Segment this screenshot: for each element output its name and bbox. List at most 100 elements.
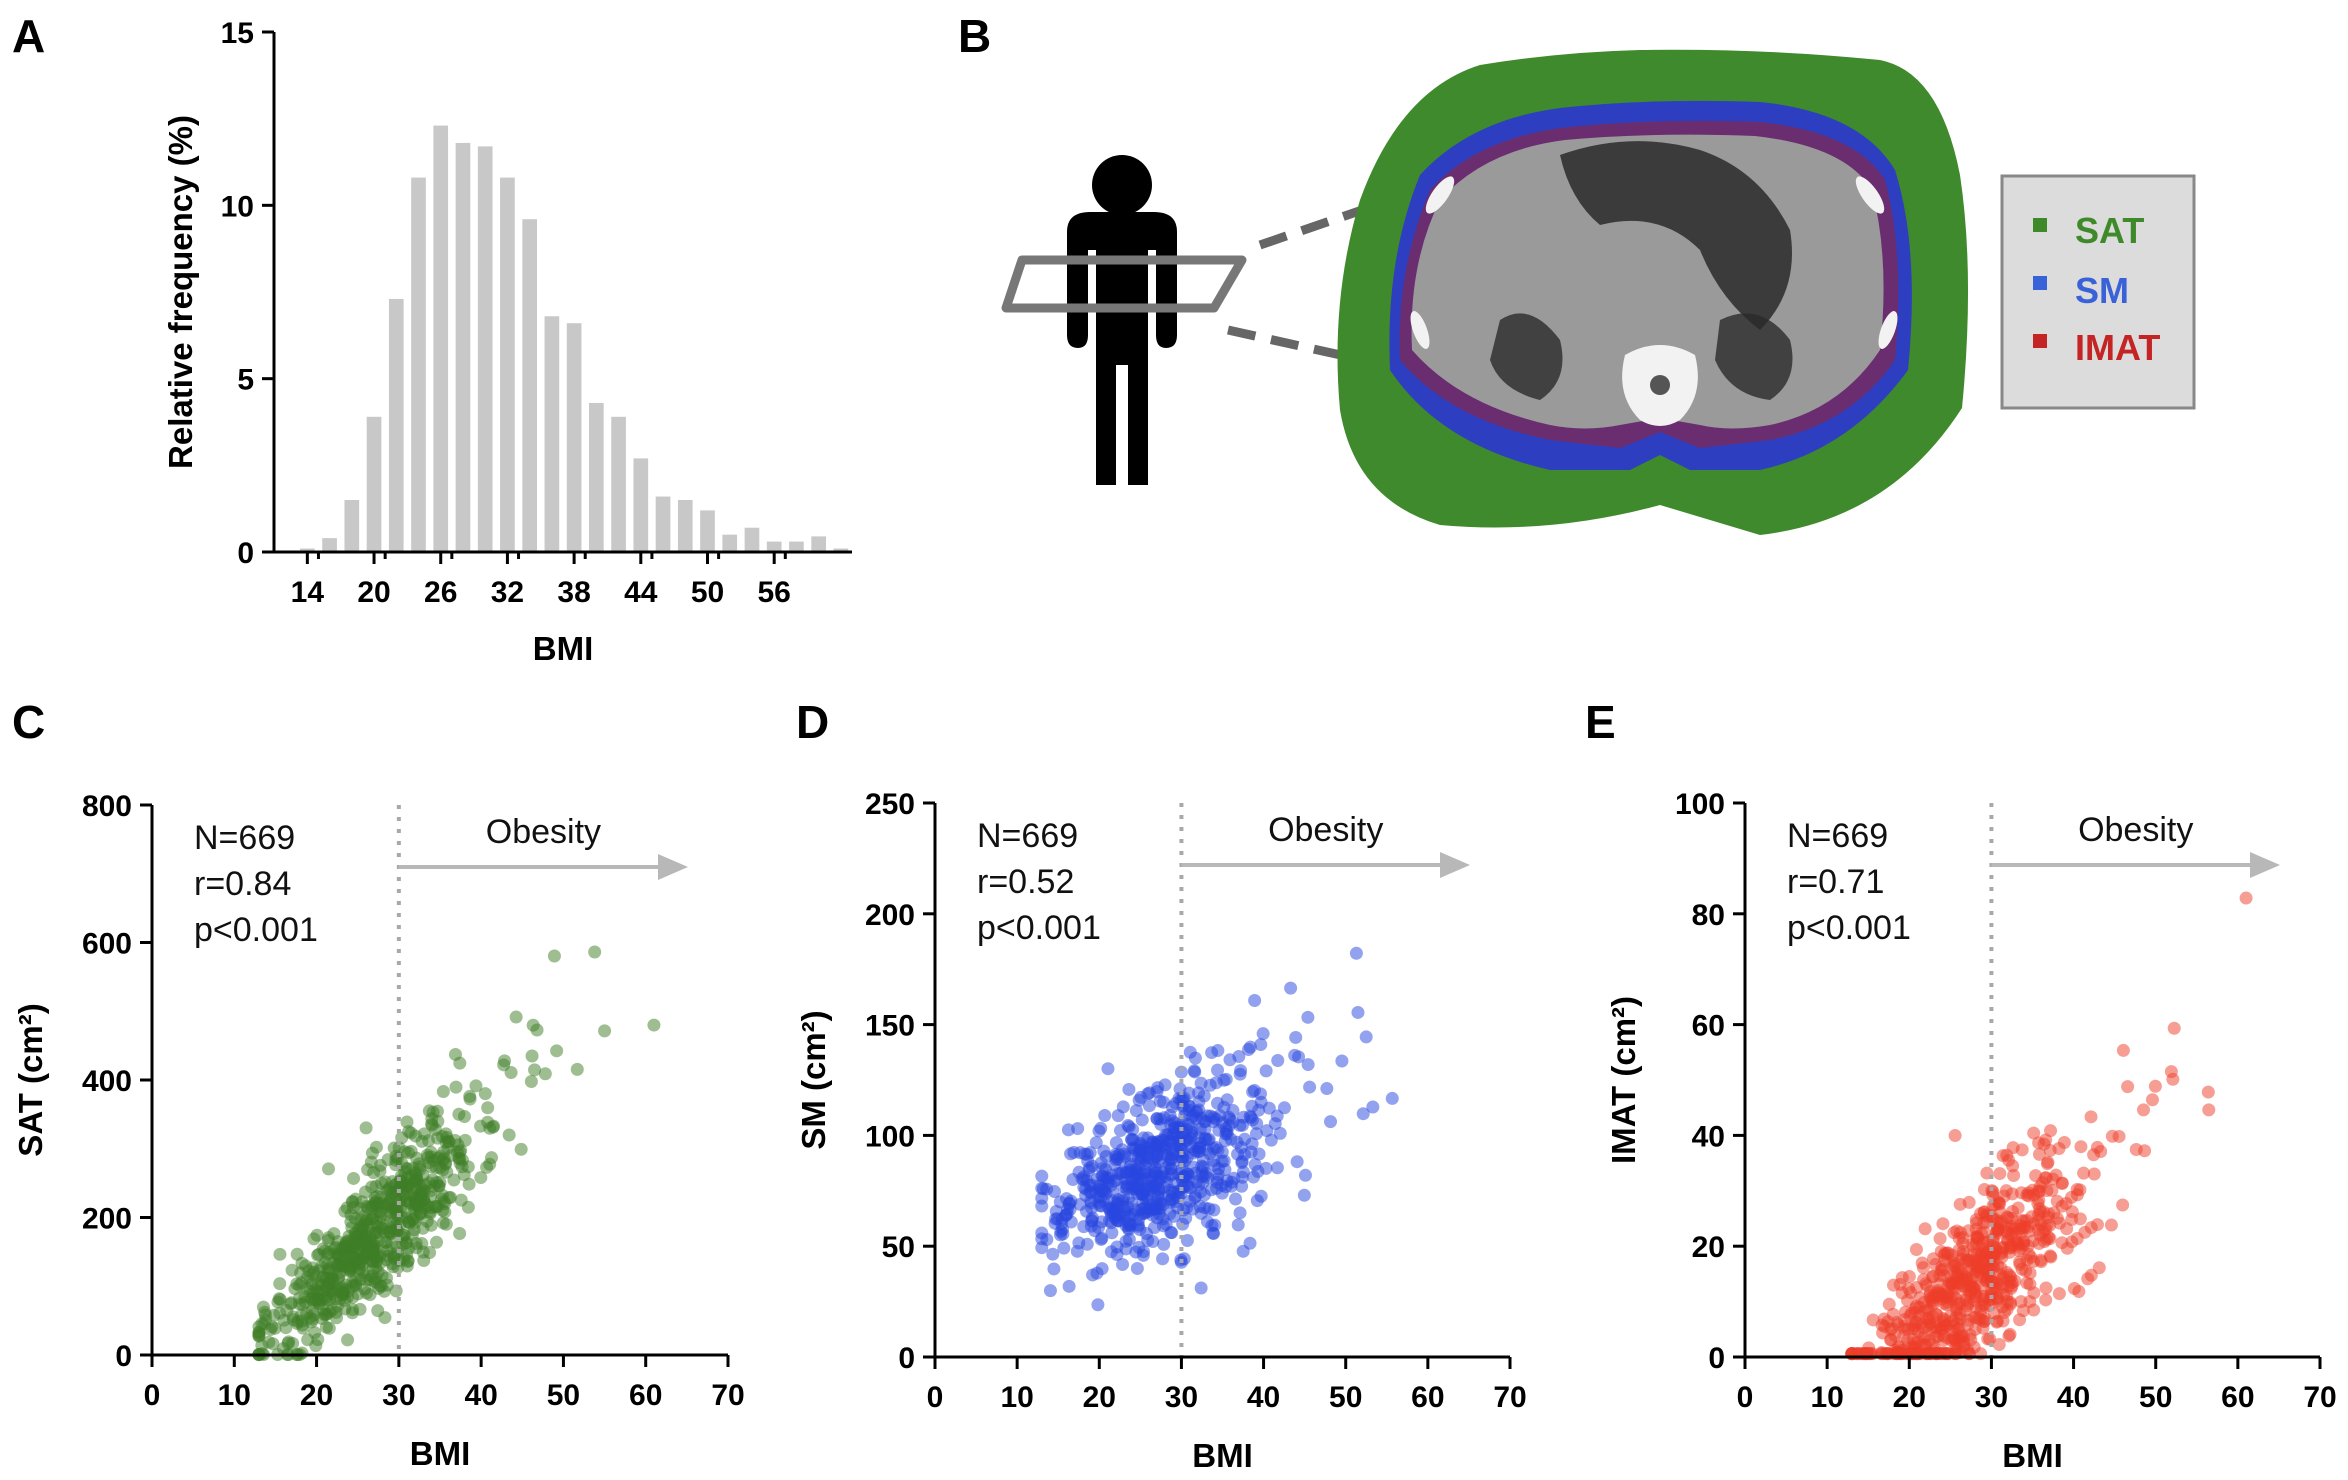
stat-n-d: N=669 — [977, 817, 1078, 855]
scatter-point — [408, 1191, 422, 1205]
scatter-point — [1098, 1109, 1112, 1123]
scatter-point — [1236, 1244, 1250, 1258]
scatter-point — [1111, 1196, 1125, 1210]
scatter-point — [1933, 1232, 1947, 1246]
y-tick-label: 60 — [1692, 1010, 1725, 1043]
imat-legend-label: IMAT — [2075, 327, 2160, 368]
scatter-point — [1303, 1080, 1317, 1094]
scatter-point — [1105, 1226, 1119, 1240]
scatter-point — [1298, 1168, 1312, 1182]
scatter-point — [2004, 1240, 2018, 1254]
scatter-point — [1132, 1093, 1146, 1107]
scatter-point — [2026, 1183, 2040, 1197]
scatter-point — [273, 1247, 287, 1261]
stat-p-d: p<0.001 — [977, 909, 1101, 947]
scatter-point — [290, 1247, 304, 1261]
histogram-bar — [677, 500, 693, 552]
scatter-point — [314, 1260, 328, 1274]
scatter-point — [1235, 1179, 1249, 1193]
scatter-point — [295, 1314, 309, 1328]
scatter-point — [1968, 1253, 1982, 1267]
scatter-point — [373, 1164, 387, 1178]
y-tick-label: 100 — [865, 1120, 915, 1153]
scatter-point — [1243, 1040, 1257, 1054]
scatter-point — [436, 1216, 450, 1230]
scatter-point — [1301, 1010, 1315, 1024]
scatter-point — [1926, 1252, 1940, 1266]
x-tick-label: 56 — [758, 576, 791, 609]
sm-scatter-panel: Obesity N=669 r=0.52 p<0.001 05010015020… — [795, 788, 1527, 1474]
histogram-bar — [700, 510, 715, 552]
sat-legend-swatch — [2033, 218, 2047, 232]
scatter-point — [2000, 1302, 2014, 1316]
scatter-point — [422, 1134, 436, 1148]
scatter-point — [345, 1306, 359, 1320]
scatter-point — [647, 1018, 661, 1032]
scatter-point — [530, 1023, 544, 1037]
scatter-point — [2145, 1093, 2159, 1107]
scatter-point — [429, 1199, 443, 1213]
scatter-point — [1094, 1121, 1108, 1135]
scatter-point — [424, 1218, 438, 1232]
scatter-point — [1990, 1276, 2004, 1290]
scatter-point — [1969, 1236, 1983, 1250]
panel-label-d: D — [796, 696, 829, 748]
scatter-point — [1062, 1279, 1076, 1293]
scatter-point — [1035, 1181, 1049, 1195]
stat-n-c: N=669 — [194, 819, 295, 857]
scatter-point — [339, 1259, 353, 1273]
sm-legend-label: SM — [2075, 270, 2129, 311]
scatter-point — [1186, 1202, 1200, 1216]
scatter-point — [1095, 1262, 1109, 1276]
scatter-point — [1141, 1233, 1155, 1247]
histogram-bar — [811, 536, 826, 552]
scatter-point — [1047, 1262, 1061, 1276]
scatter-point — [1116, 1257, 1130, 1271]
y-tick-label: 0 — [1708, 1342, 1725, 1375]
y-tick-label: 0 — [898, 1342, 915, 1375]
scatter-point — [1974, 1299, 1988, 1313]
scatter-point — [1335, 1054, 1349, 1068]
x-tick-label: 10 — [1810, 1381, 1843, 1414]
scatter-point — [1209, 1076, 1223, 1090]
y-tick-label: 200 — [865, 899, 915, 932]
imat-scatter-panel: Obesity N=669 r=0.71 p<0.001 0 20 40 60 80 10… — [1605, 788, 2337, 1474]
scatter-point — [426, 1173, 440, 1187]
scatter-point — [438, 1205, 452, 1219]
scatter-point — [1048, 1185, 1062, 1199]
scatter-point — [1077, 1170, 1091, 1184]
scatter-point — [2039, 1171, 2053, 1185]
scatter-point — [1991, 1216, 2005, 1230]
scatter-point — [1167, 1209, 1181, 1223]
scatter-point — [2017, 1214, 2031, 1228]
histogram-bar — [433, 125, 449, 552]
x-tick-label: 60 — [2221, 1381, 2254, 1414]
histogram-bar — [611, 416, 626, 552]
scatter-point — [1124, 1218, 1138, 1232]
scatter-point — [1351, 1005, 1365, 1019]
scatter-point — [370, 1215, 384, 1229]
scatter-point — [1254, 1087, 1268, 1101]
scatter-point — [2055, 1176, 2069, 1190]
histogram-bar — [566, 323, 582, 552]
scatter-point — [1156, 1252, 1170, 1266]
scatter-point — [1223, 1112, 1237, 1126]
scatter-point — [1233, 1206, 1247, 1220]
scatter-point — [1138, 1206, 1152, 1220]
scatter-point — [422, 1104, 436, 1118]
scatter-point — [341, 1333, 355, 1347]
scatter-point — [474, 1171, 488, 1185]
scatter-point — [2138, 1144, 2152, 1158]
scatter-point — [2000, 1148, 2014, 1162]
scatter-point — [1077, 1220, 1091, 1234]
x-tick-label: 26 — [424, 576, 457, 609]
scatter-point — [1071, 1122, 1085, 1136]
y-axis-label-e: IMAT (cm²) — [1605, 996, 1642, 1164]
ct-slice-image — [1337, 49, 1969, 535]
scatter-point — [1882, 1297, 1896, 1311]
scatter-point — [1349, 946, 1363, 960]
scatter-point — [1277, 1101, 1291, 1115]
scatter-point — [2137, 1103, 2151, 1117]
scatter-point — [453, 1056, 467, 1070]
scatter-point — [2116, 1043, 2130, 1057]
